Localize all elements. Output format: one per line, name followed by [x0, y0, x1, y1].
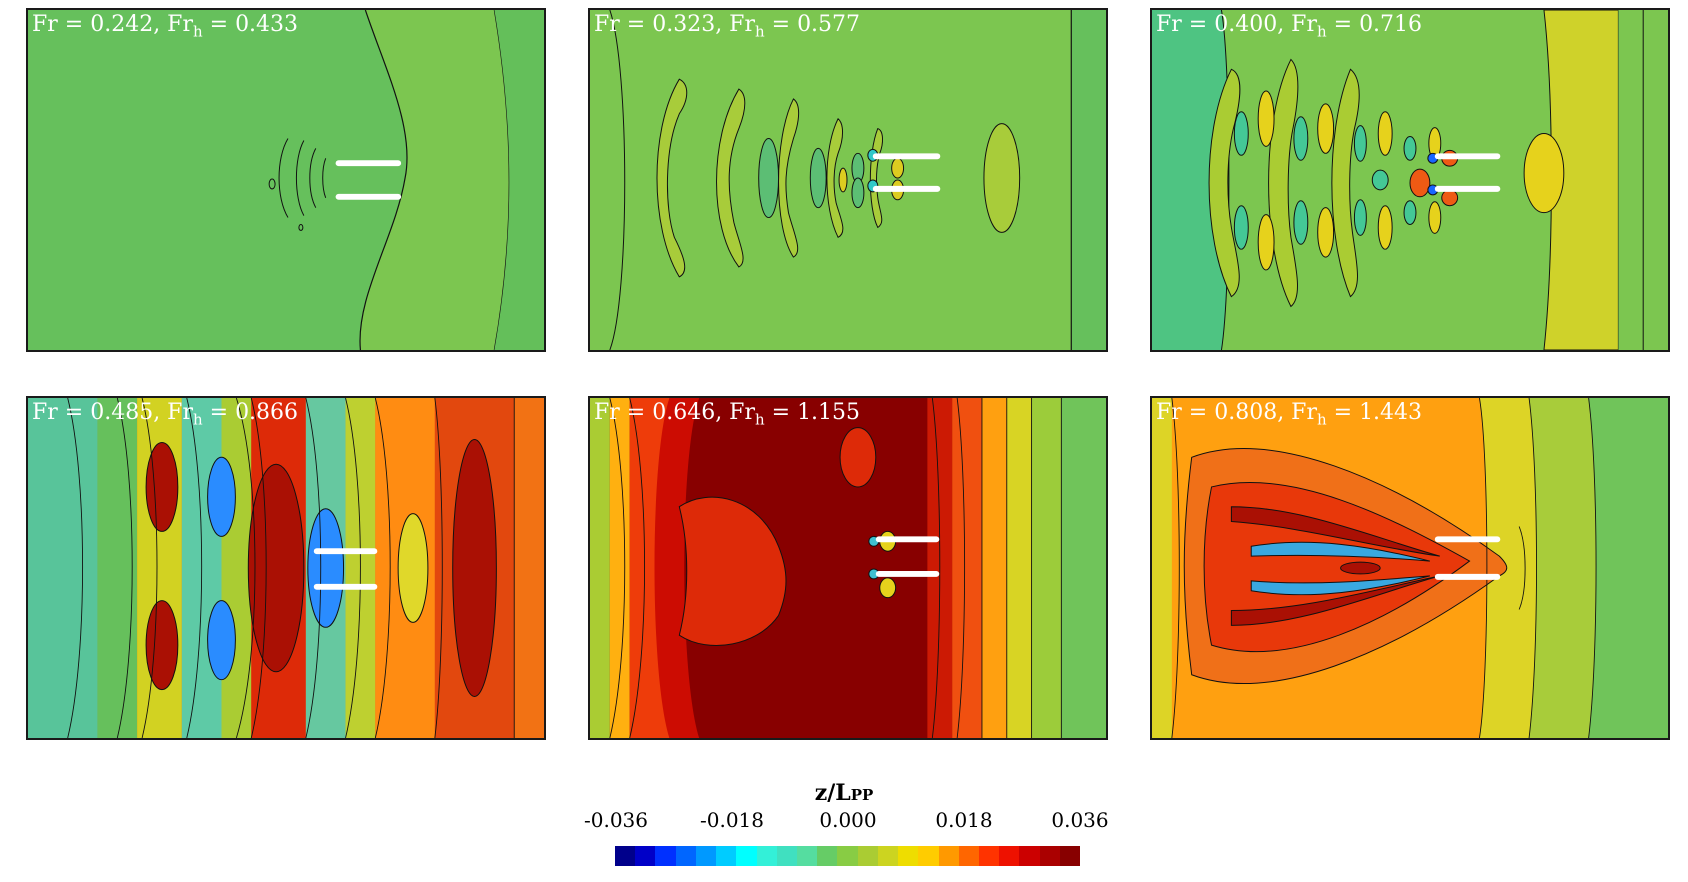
- contour-panel-2: Fr = 0.323, Frh = 0.577: [588, 8, 1108, 352]
- colorbar-swatch: [999, 846, 1020, 866]
- colorbar-swatch: [716, 846, 737, 866]
- colorbar-swatch: [978, 846, 1000, 866]
- panel-1-label: Fr = 0.242, Frh = 0.433: [32, 12, 299, 41]
- colorbar-ticks: -0.036 -0.018 0.000 0.018 0.036: [583, 808, 1109, 834]
- colorbar-swatch: [1039, 846, 1060, 866]
- colorbar-swatch: [898, 846, 919, 866]
- contour-panel-5: Fr = 0.646, Frh = 1.155: [588, 396, 1108, 740]
- colorbar-swatch: [615, 846, 636, 866]
- colorbar-tick: -0.036: [583, 808, 649, 832]
- colorbar-swatch: [918, 846, 939, 866]
- panel-4-label: Fr = 0.485, Frh = 0.866: [32, 400, 299, 429]
- contour-panel-1: Fr = 0.242, Frh = 0.433: [26, 8, 546, 352]
- panel-3-label: Fr = 0.400, Frh = 0.716: [1156, 12, 1423, 41]
- colorbar-swatch: [776, 846, 797, 866]
- colorbar-swatch: [837, 846, 858, 866]
- colorbar-swatch: [877, 846, 899, 866]
- colorbar-tick: 0.018: [935, 808, 993, 832]
- colorbar-swatch: [655, 846, 676, 866]
- colorbar-swatch: [756, 846, 777, 866]
- colorbar: [615, 846, 1081, 866]
- colorbar-tick: -0.018: [699, 808, 765, 832]
- colorbar-swatch: [796, 846, 818, 866]
- colorbar-tick: 0.000: [819, 808, 877, 832]
- colorbar-swatch: [675, 846, 696, 866]
- colorbar-swatch: [1019, 846, 1040, 866]
- panel-5-label: Fr = 0.646, Frh = 1.155: [594, 400, 861, 429]
- colorbar-swatch: [817, 846, 838, 866]
- contour-panel-4: Fr = 0.485, Frh = 0.866: [26, 396, 546, 740]
- colorbar-swatch: [635, 846, 656, 866]
- colorbar-tick: 0.036: [1051, 808, 1109, 832]
- contour-panel-6: Fr = 0.808, Frh = 1.443: [1150, 396, 1670, 740]
- panel-6-label: Fr = 0.808, Frh = 1.443: [1156, 400, 1423, 429]
- colorbar-swatch: [1059, 846, 1081, 866]
- colorbar-swatch: [695, 846, 717, 866]
- colorbar-swatch: [958, 846, 979, 866]
- contour-panel-3: Fr = 0.400, Frh = 0.716: [1150, 8, 1670, 352]
- colorbar-swatch: [857, 846, 878, 866]
- colorbar-title: z/LPP: [814, 780, 874, 806]
- colorbar-swatch: [938, 846, 959, 866]
- colorbar-swatch: [736, 846, 757, 866]
- panel-2-label: Fr = 0.323, Frh = 0.577: [594, 12, 861, 41]
